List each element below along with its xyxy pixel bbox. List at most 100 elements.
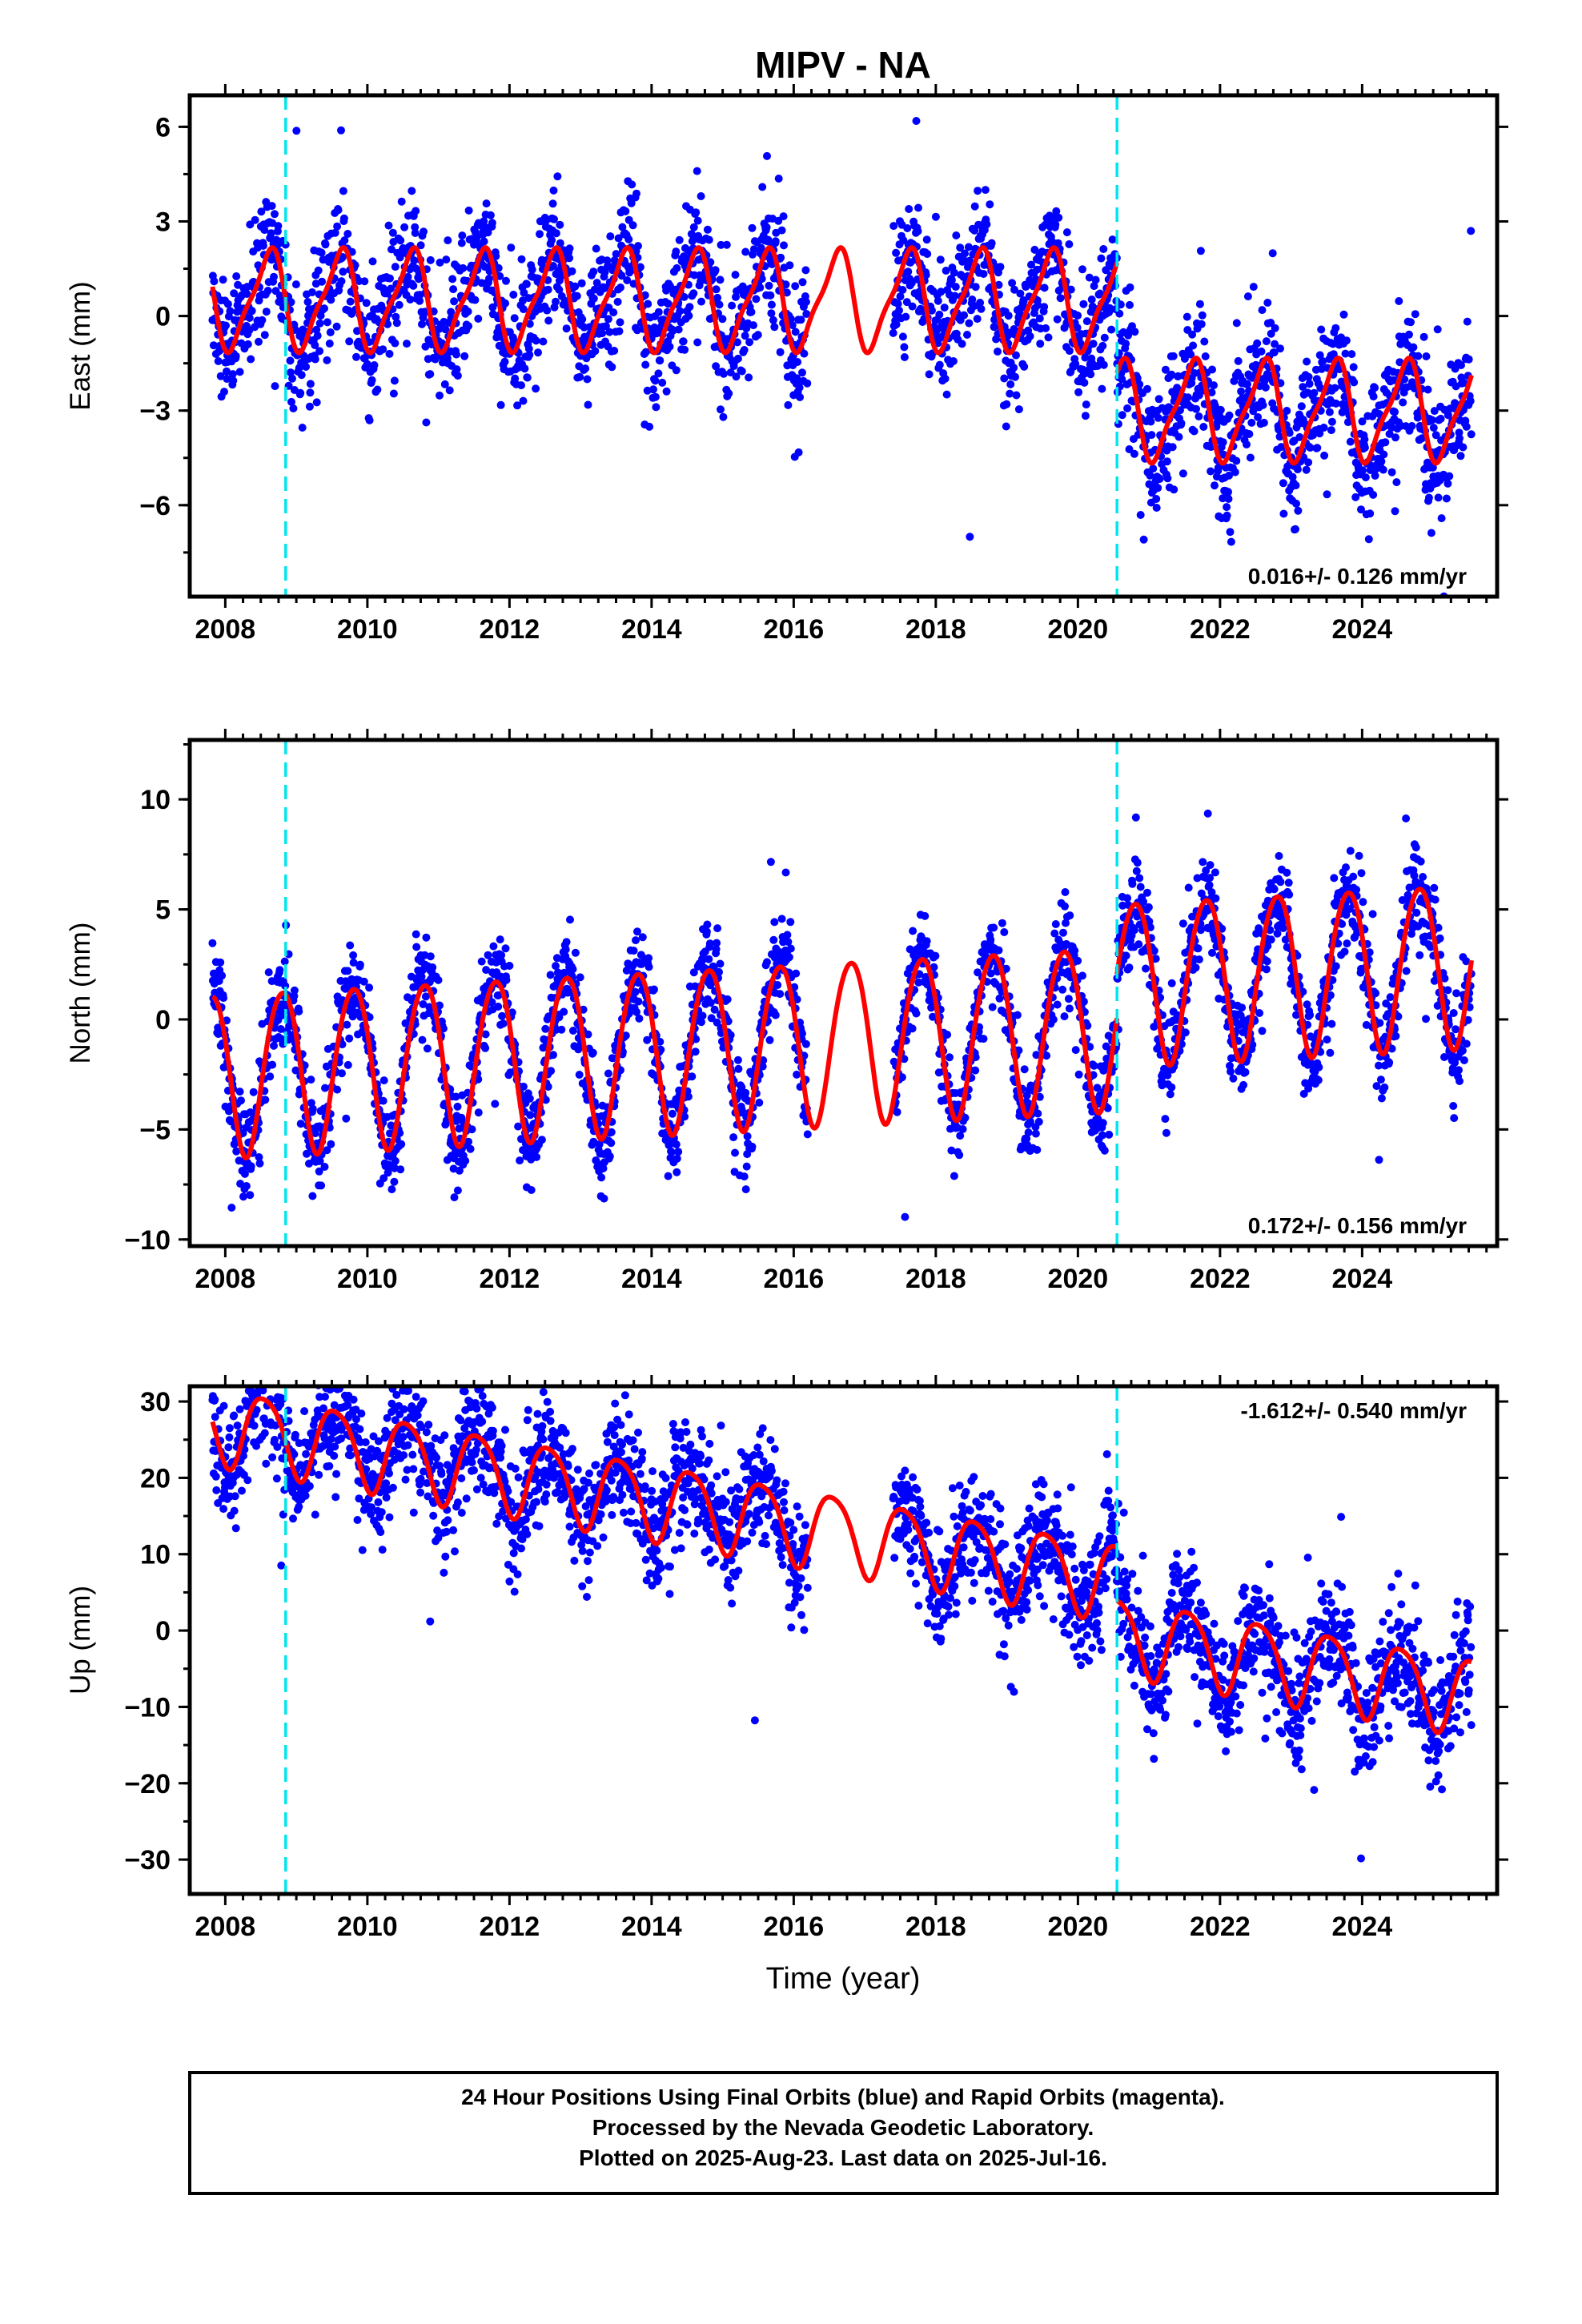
data-point [1391,408,1399,416]
data-point [747,308,756,316]
data-point [716,275,725,284]
data-point [362,299,371,308]
data-point [242,1182,251,1190]
data-point [408,187,416,195]
data-point [803,1130,812,1139]
data-point [929,1012,937,1021]
data-point [589,294,598,303]
data-point [532,336,540,345]
data-point [889,328,897,337]
data-point [934,296,942,305]
data-point [1089,340,1098,348]
data-point [1151,955,1160,963]
data-point [494,263,503,272]
data-point [713,1018,721,1027]
data-point [246,1191,255,1200]
data-point [770,918,779,927]
data-point [908,1024,917,1033]
data-point [1234,356,1243,365]
data-point [1011,372,1019,381]
data-point [935,360,944,369]
data-point [769,316,777,324]
data-point [970,226,979,235]
data-point [681,1112,689,1121]
data-point [379,1174,388,1183]
data-point [732,292,740,301]
data-point [517,255,526,263]
x-tick-label: 2008 [195,614,256,645]
data-point [635,1014,644,1023]
data-point [1183,393,1192,402]
data-point [1192,404,1200,413]
data-point [693,216,702,225]
data-point [1143,384,1151,393]
data-point [568,965,577,974]
data-point [608,363,616,372]
data-point [1128,879,1137,888]
data-point [950,1172,958,1180]
data-point [1211,481,1219,490]
data-point [1188,330,1197,339]
data-point [488,998,496,1007]
data-point [1035,1092,1044,1101]
data-point [707,1014,716,1023]
data-point [1107,325,1116,334]
data-point [243,340,252,348]
data-point [553,172,562,181]
data-point [307,1076,315,1084]
data-point [713,939,721,947]
data-point [589,267,598,276]
data-point [757,275,766,283]
data-point [793,995,801,1003]
data-point [1142,964,1150,973]
data-point [288,374,296,383]
data-point [776,348,785,356]
data-point [786,918,795,927]
y-tick-label: 3 [155,207,171,237]
data-point [705,955,713,963]
data-point [672,247,681,256]
data-point [289,404,298,412]
data-point [692,1035,701,1043]
data-point [312,325,321,334]
data-point [525,351,534,359]
data-point [1189,341,1198,350]
data-point [345,337,354,346]
data-point [1339,310,1348,319]
data-point [1024,1128,1033,1137]
data-point [1350,378,1359,387]
data-point [1385,429,1394,438]
data-point [1174,432,1183,441]
data-point [1219,494,1227,503]
data-point [1008,279,1017,287]
data-point [308,1192,317,1200]
data-point [491,1100,500,1108]
data-point [1010,364,1018,372]
data-point [489,942,498,951]
data-point [440,380,449,388]
data-point [644,954,653,963]
data-point [291,280,300,289]
data-point [742,1162,751,1171]
data-point [337,126,345,135]
data-point [1030,245,1039,254]
data-point [976,299,985,307]
data-point [801,266,810,275]
data-point [1407,422,1416,430]
data-point [1056,294,1065,303]
data-point [1395,358,1404,367]
data-point [753,331,762,340]
data-point [1002,964,1010,973]
data-point [1259,400,1267,409]
data-point [931,951,940,960]
data-point [555,285,564,294]
data-point [1246,453,1255,462]
data-point [1310,388,1319,397]
data-point [966,533,974,541]
data-point [1093,1084,1102,1092]
data-point [722,240,731,249]
data-point [951,283,960,292]
data-point [961,249,969,258]
data-point [492,252,500,260]
